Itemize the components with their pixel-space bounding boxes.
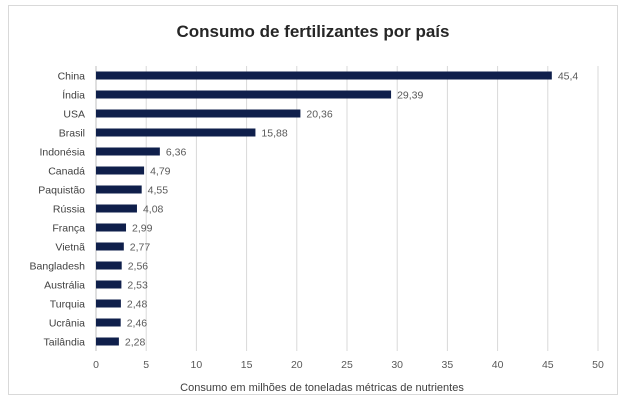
category-label: Vietnã [55,242,85,254]
bar [96,71,552,80]
category-label: Bangladesh [30,261,86,273]
x-tick-label: 25 [341,359,353,371]
bar [96,128,256,137]
value-label: 2,77 [130,242,151,254]
x-tick-label: 35 [442,359,454,371]
bar [96,147,160,156]
x-tick-labels: 0 5 10 15 20 25 30 35 40 45 50 [93,359,604,371]
category-label: China [58,71,86,83]
value-label: 2,56 [128,261,149,273]
value-labels: 45,4 29,39 20,36 15,88 6,36 4,79 4,55 4,08 2,99 2… [125,71,579,349]
bar [96,90,392,99]
bar [96,318,121,327]
category-label: Ucrânia [49,318,85,330]
x-tick-label: 20 [291,359,303,371]
bar [96,204,137,213]
value-label: 2,53 [127,280,148,292]
value-label: 4,55 [148,185,169,197]
value-label: 2,99 [132,223,153,235]
bar [96,166,145,175]
x-tick-label: 50 [592,359,604,371]
x-tick-label: 10 [191,359,203,371]
category-label: Índia [62,89,85,102]
value-label: 4,79 [150,166,171,178]
x-tick-label: 0 [93,359,99,371]
x-tick-label: 30 [391,359,403,371]
value-label: 45,4 [558,71,579,83]
bar [96,337,119,346]
value-label: 2,28 [125,337,146,349]
category-label: Tailândia [44,337,86,349]
x-tick-label: 5 [143,359,149,371]
chart-frame [8,5,618,395]
bar [96,109,301,118]
bar [96,242,124,251]
category-label: Canadá [48,166,85,178]
category-label: Brasil [59,128,85,140]
gridlines [95,66,599,351]
x-tick-label: 45 [542,359,554,371]
category-label: Turquia [50,299,85,311]
bar [96,261,122,270]
category-label: USA [63,109,85,121]
value-label: 2,48 [127,299,148,311]
x-tick-label: 15 [241,359,253,371]
value-label: 15,88 [261,128,287,140]
bars [96,71,552,346]
value-label: 29,39 [397,90,423,102]
category-label: Austrália [44,280,85,292]
value-label: 2,46 [127,318,148,330]
value-label: 4,08 [143,204,164,216]
bar [96,299,121,308]
bar [96,185,142,194]
category-label: Paquistão [38,185,85,197]
chart-title: Consumo de fertilizantes por país [176,22,450,41]
bar [96,280,122,289]
x-tick-label: 40 [492,359,504,371]
category-labels: China Índia USA Brasil Indonésia Canadá Paquis… [30,71,86,349]
category-label: Indonésia [39,147,85,159]
bar [96,223,127,232]
value-label: 20,36 [306,109,332,121]
x-axis-title: Consumo em milhões de toneladas métricas… [180,382,464,394]
value-label: 6,36 [166,147,187,159]
category-label: Rússia [53,204,85,216]
category-label: França [52,223,85,235]
